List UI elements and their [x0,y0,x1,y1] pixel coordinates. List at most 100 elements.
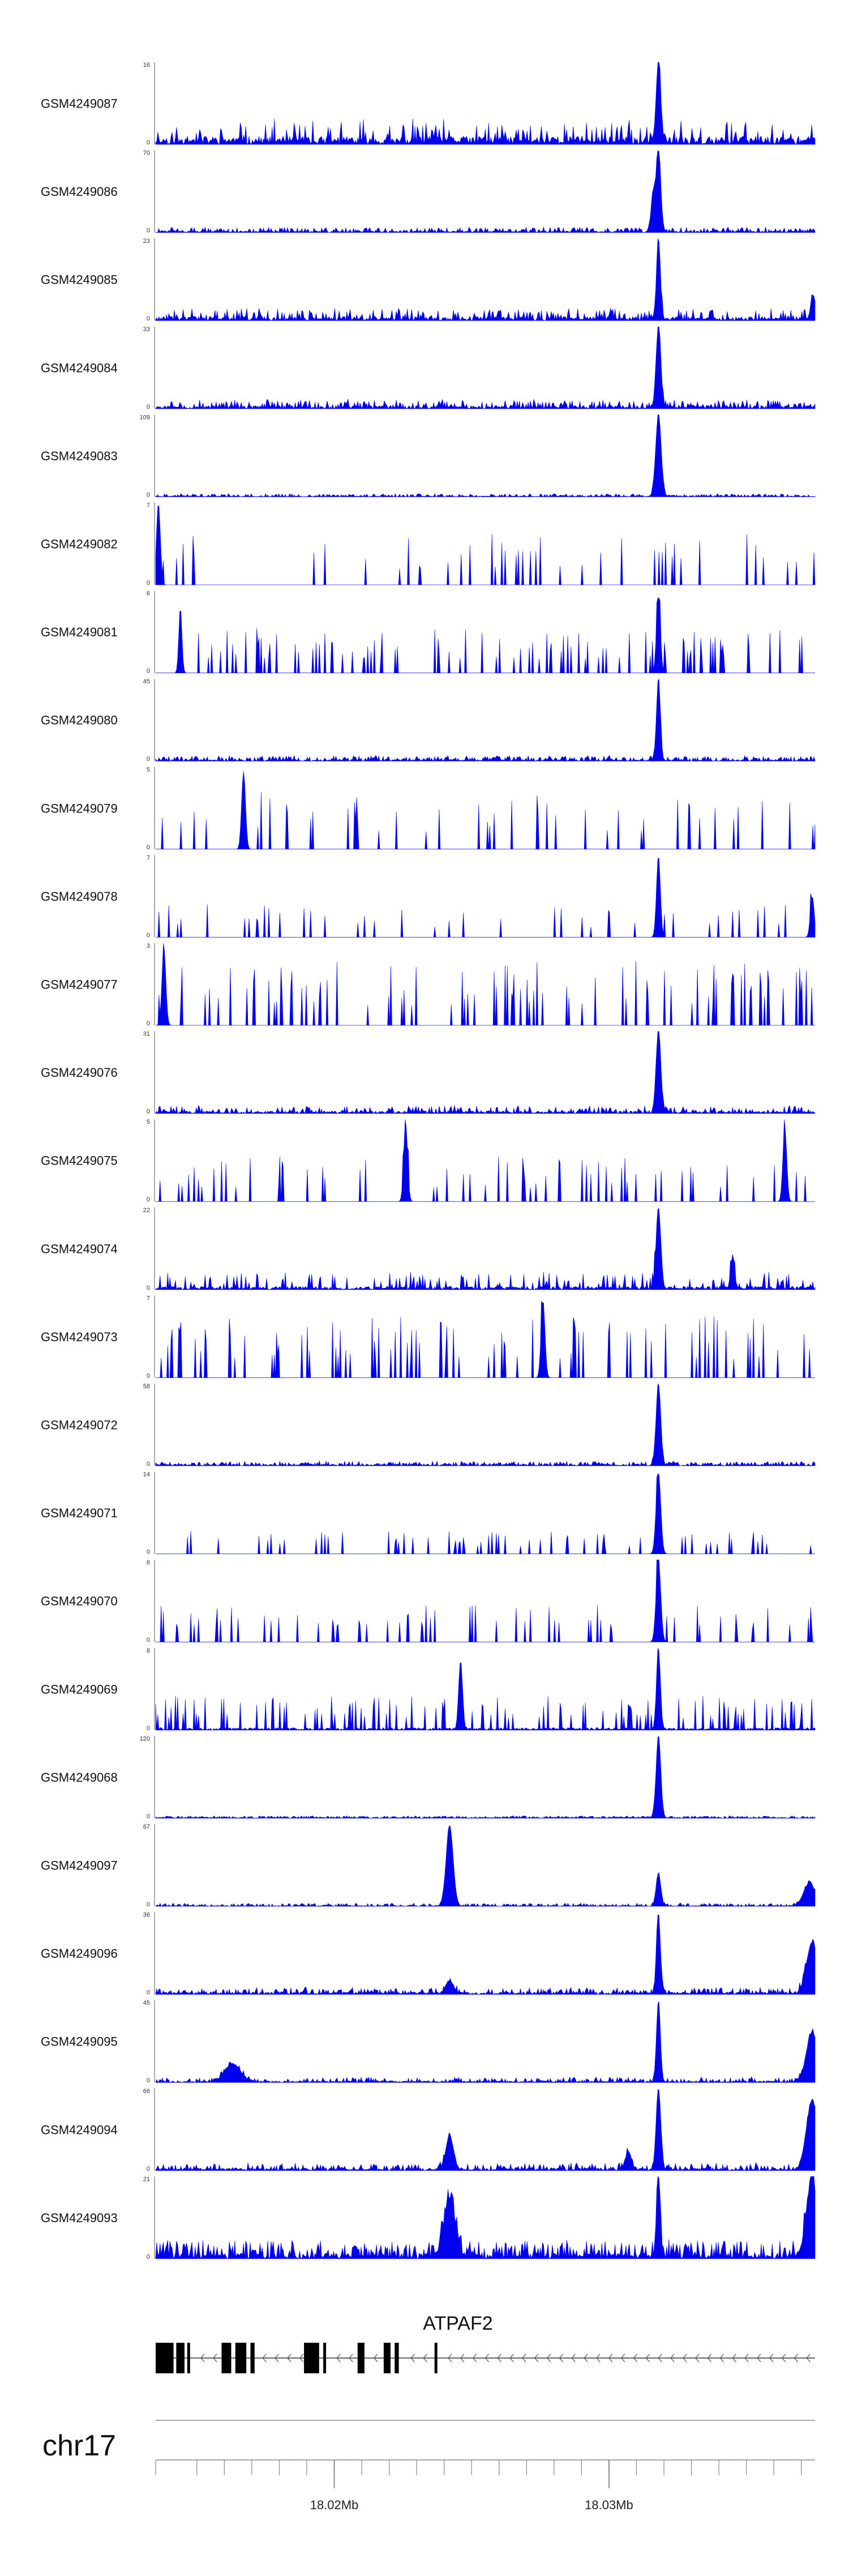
track-label: GSM4249085 [41,273,118,287]
strand-chevron [732,2354,736,2363]
strand-chevron [497,2354,501,2363]
strand-chevron [546,2354,551,2363]
y-min-label: 0 [147,1549,150,1556]
strand-chevron [633,2354,638,2363]
strand-chevron [423,2354,427,2363]
track-label: GSM4249076 [41,1066,118,1080]
gene-exon [383,2343,391,2373]
track-label: GSM4249096 [41,1946,118,1961]
track-label: GSM4249094 [41,2123,118,2137]
y-min-label: 0 [147,756,150,763]
track-label: GSM4249068 [41,1770,118,1785]
y-max-label: 58 [143,1383,150,1390]
track-label: GSM4249086 [41,185,118,199]
gene-exon [250,2343,255,2373]
track-label: GSM4249097 [41,1859,118,1873]
track-label: GSM4249077 [41,978,118,992]
track-GSM4249097: GSM4249097 67 0 [41,1824,816,1908]
coverage-area [155,1383,816,1466]
y-max-label: 45 [143,678,150,685]
coverage-area [155,943,815,1026]
gene-exon [235,2343,247,2373]
y-max-label: 120 [140,1735,150,1742]
strand-chevron [608,2354,613,2363]
strand-chevron [299,2354,304,2363]
y-max-label: 45 [143,2000,150,2006]
track-GSM4249084: GSM4249084 33 0 [41,326,816,410]
track-label: GSM4249083 [41,449,118,463]
y-min-label: 0 [147,139,150,146]
strand-chevron [670,2354,675,2363]
track-label: GSM4249084 [41,361,118,375]
y-min-label: 0 [147,1813,150,1820]
coverage-area [155,1031,816,1114]
track-label: GSM4249069 [41,1682,118,1696]
coverage-area [155,414,816,497]
y-max-label: 21 [143,2176,150,2183]
strand-chevron [287,2354,291,2363]
coverage-area [155,326,816,409]
y-min-label: 0 [147,1372,150,1379]
track-GSM4249080: GSM4249080 45 0 [41,678,816,763]
strand-chevron [559,2354,564,2363]
gene-exon [304,2343,319,2373]
track-label: GSM4249082 [41,537,118,551]
coverage-area [155,1648,816,1731]
strand-chevron [584,2354,588,2363]
gene-exon [176,2343,185,2373]
coverage-area [156,1119,815,1202]
coverage-area [156,1474,815,1554]
track-label: GSM4249075 [41,1154,118,1168]
coverage-area [156,1300,815,1378]
track-GSM4249086: GSM4249086 70 0 [41,150,816,234]
track-label: GSM4249073 [41,1330,118,1344]
strand-chevron [781,2354,786,2363]
y-min-label: 0 [147,1637,150,1644]
y-min-label: 0 [147,2253,150,2260]
coverage-area [156,858,816,938]
y-max-label: 70 [143,150,150,157]
y-max-label: 16 [143,62,150,69]
track-GSM4249076: GSM4249076 31 0 [41,1031,816,1115]
coverage-area [155,238,816,321]
coverage-area [156,771,816,850]
track-GSM4249068: GSM4249068 120 0 [41,1735,816,1820]
strand-chevron [744,2354,749,2363]
strand-chevron [410,2354,415,2363]
gene-exon [323,2343,327,2373]
genome-axis: chr17 18.02Mb 18.03Mb [42,2420,815,2512]
coverage-area [155,678,816,762]
track-GSM4249071: GSM4249071 14 0 [41,1471,815,1556]
coverage-area [155,2001,816,2083]
coverage-area [155,1208,816,1290]
coverage-area [155,2089,816,2171]
y-max-label: 6 [147,1559,150,1566]
strand-chevron [213,2354,217,2363]
track-GSM4249072: GSM4249072 58 0 [41,1383,816,1467]
track-GSM4249079: GSM4249079 5 0 [41,767,816,851]
y-max-label: 7 [147,502,150,509]
gene-exon [434,2343,438,2373]
strand-chevron [806,2354,811,2363]
y-max-label: 14 [143,1471,150,1478]
axis-tick-label: 18.03Mb [585,2498,633,2512]
track-GSM4249096: GSM4249096 36 0 [41,1912,816,1996]
y-min-label: 0 [147,1196,150,1203]
y-min-label: 0 [147,668,150,675]
y-min-label: 0 [147,1020,150,1027]
track-label: GSM4249080 [41,713,118,728]
y-max-label: 109 [140,414,150,421]
y-min-label: 0 [147,1109,150,1115]
coverage-area [155,1736,816,1819]
coverage-area [155,2176,816,2260]
strand-chevron [757,2354,761,2363]
track-GSM4249094: GSM4249094 66 0 [41,2088,816,2172]
strand-chevron [769,2354,774,2363]
track-GSM4249082: GSM4249082 7 0 [41,502,816,587]
strand-chevron [448,2354,452,2363]
y-max-label: 3 [147,943,150,949]
coverage-area [155,1826,816,1907]
track-GSM4249085: GSM4249085 23 0 [41,238,816,322]
strand-chevron [596,2354,601,2363]
track-GSM4249075: GSM4249075 5 0 [41,1119,815,1203]
